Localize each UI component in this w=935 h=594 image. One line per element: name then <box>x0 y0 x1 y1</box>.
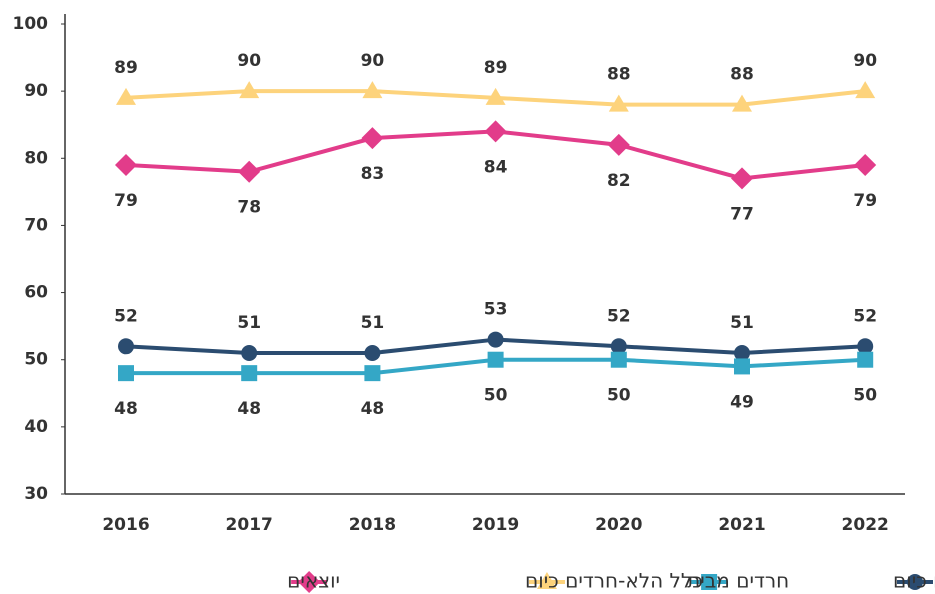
marker <box>364 345 381 361</box>
data-label: 52 <box>114 306 138 326</box>
marker <box>487 331 504 348</box>
marker <box>907 574 923 590</box>
marker <box>855 81 876 99</box>
x-tick-label: 2017 <box>226 515 273 535</box>
marker <box>118 365 134 382</box>
data-label: 50 <box>853 386 877 406</box>
marker <box>484 120 507 143</box>
data-label: 78 <box>237 198 261 218</box>
data-label: 50 <box>607 386 631 406</box>
y-tick-label: 80 <box>24 148 48 168</box>
marker <box>362 81 383 99</box>
data-label: 48 <box>114 399 138 419</box>
legend-label: חרדים מבית <box>687 569 789 593</box>
data-label: 83 <box>361 164 385 184</box>
marker <box>115 154 137 176</box>
x-tick-label: 2021 <box>718 515 765 535</box>
marker <box>364 365 381 382</box>
marker <box>701 574 718 590</box>
marker <box>485 87 506 105</box>
legend-label: כלל הלא-חרדים כיום <box>525 569 703 593</box>
marker <box>734 345 750 361</box>
marker <box>239 81 260 99</box>
marker <box>857 338 874 355</box>
legend-label: יוצאים <box>287 569 340 593</box>
data-label: 89 <box>114 58 138 78</box>
data-label: 48 <box>361 399 385 419</box>
marker <box>241 365 258 382</box>
data-label: 52 <box>607 306 631 326</box>
marker <box>116 87 136 105</box>
data-label: 50 <box>484 386 508 406</box>
y-tick-label: 40 <box>24 417 48 437</box>
marker <box>238 160 261 183</box>
data-label: 79 <box>853 191 877 211</box>
data-label: 51 <box>237 313 261 333</box>
x-tick-label: 2022 <box>842 515 889 535</box>
marker <box>854 154 877 176</box>
marker <box>487 351 504 368</box>
data-label: 89 <box>484 58 508 78</box>
y-tick-label: 100 <box>13 14 49 34</box>
data-label: 53 <box>484 300 508 320</box>
marker <box>361 127 384 150</box>
data-label: 51 <box>361 313 385 333</box>
marker <box>241 345 258 361</box>
y-tick-label: 50 <box>24 350 48 370</box>
data-label: 88 <box>730 65 754 85</box>
data-label: 49 <box>730 392 754 412</box>
y-tick-label: 30 <box>24 484 48 504</box>
data-label: 79 <box>114 191 138 211</box>
x-tick-label: 2018 <box>349 515 396 535</box>
marker <box>731 167 753 190</box>
data-label: 77 <box>730 204 754 224</box>
marker <box>118 338 134 355</box>
x-tick-label: 2016 <box>102 515 149 535</box>
x-tick-label: 2020 <box>595 515 642 535</box>
marker <box>610 351 627 368</box>
data-label: 88 <box>607 65 631 85</box>
data-label: 90 <box>237 51 261 71</box>
marker <box>298 571 321 593</box>
marker <box>608 94 629 112</box>
marker <box>732 94 752 112</box>
marker <box>610 338 627 355</box>
y-tick-label: 70 <box>24 215 48 235</box>
y-tick-label: 90 <box>24 81 48 101</box>
x-tick-label: 2019 <box>472 515 519 535</box>
data-label: 48 <box>237 399 261 419</box>
data-label: 84 <box>484 157 508 177</box>
data-label: 90 <box>853 51 877 71</box>
data-label: 90 <box>361 51 385 71</box>
data-label: 52 <box>853 306 877 326</box>
legend-label: כלל החרדים כיום <box>893 569 935 593</box>
y-tick-label: 60 <box>24 283 48 303</box>
data-label: 51 <box>730 313 754 333</box>
marker <box>857 351 874 368</box>
data-label: 82 <box>607 171 631 191</box>
marker <box>734 358 750 375</box>
marker <box>536 572 557 589</box>
marker <box>607 133 630 156</box>
